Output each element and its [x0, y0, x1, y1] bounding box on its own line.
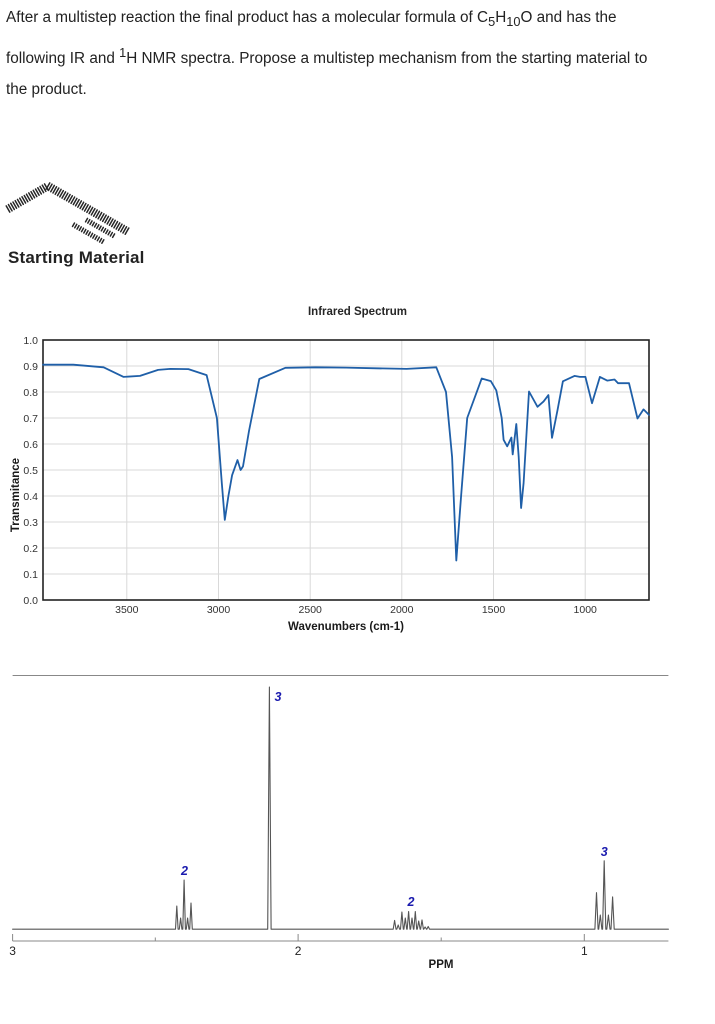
- svg-text:PPM: PPM: [429, 959, 454, 971]
- svg-text:2: 2: [295, 944, 302, 958]
- svg-text:2: 2: [407, 895, 415, 909]
- svg-text:3: 3: [275, 690, 282, 704]
- svg-text:1: 1: [581, 944, 588, 958]
- svg-text:3: 3: [601, 845, 608, 859]
- svg-text:2: 2: [180, 864, 188, 878]
- svg-text:3: 3: [9, 944, 16, 958]
